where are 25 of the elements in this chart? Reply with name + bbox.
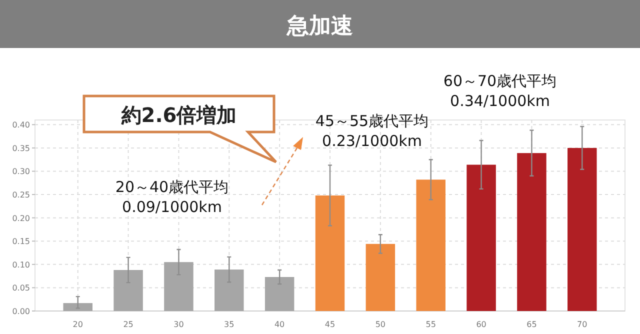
x-tick-label: 45 xyxy=(324,320,336,329)
x-tick-label: 30 xyxy=(174,320,184,329)
x-tick-label: 50 xyxy=(375,320,386,329)
y-tick-label: 0.20 xyxy=(12,214,30,223)
text: 60～70歳代平均 0.34/1000km xyxy=(443,72,557,110)
annotation: 20～40歳代平均 0.09/1000km xyxy=(115,178,229,216)
y-tick-label: 0.30 xyxy=(12,167,30,176)
x-tick-label: 55 xyxy=(426,320,436,329)
y-tick-label: 0.15 xyxy=(12,237,30,246)
y-tick-label: 0.35 xyxy=(12,144,30,153)
x-tick-label: 60 xyxy=(476,320,486,329)
y-tick-label: 0.10 xyxy=(12,260,30,270)
x-tick-label: 20 xyxy=(72,320,83,329)
y-tick-label: 0.40 xyxy=(12,120,30,130)
x-tick-label: 65 xyxy=(526,320,537,329)
y-tick-label: 0.05 xyxy=(12,284,30,293)
x-tick-label: 40 xyxy=(274,320,285,329)
y-tick-label: 0.00 xyxy=(12,307,30,316)
x-tick-label: 70 xyxy=(577,320,588,329)
annotation: 45～55歳代平均 0.23/1000km xyxy=(315,112,429,150)
annotation: 約2.6倍増加 xyxy=(120,103,237,127)
y-tick-label: 0.25 xyxy=(12,190,30,200)
x-tick-label: 25 xyxy=(123,320,134,329)
chart-title: 急加速 xyxy=(286,14,353,39)
x-tick-label: 35 xyxy=(224,320,234,329)
